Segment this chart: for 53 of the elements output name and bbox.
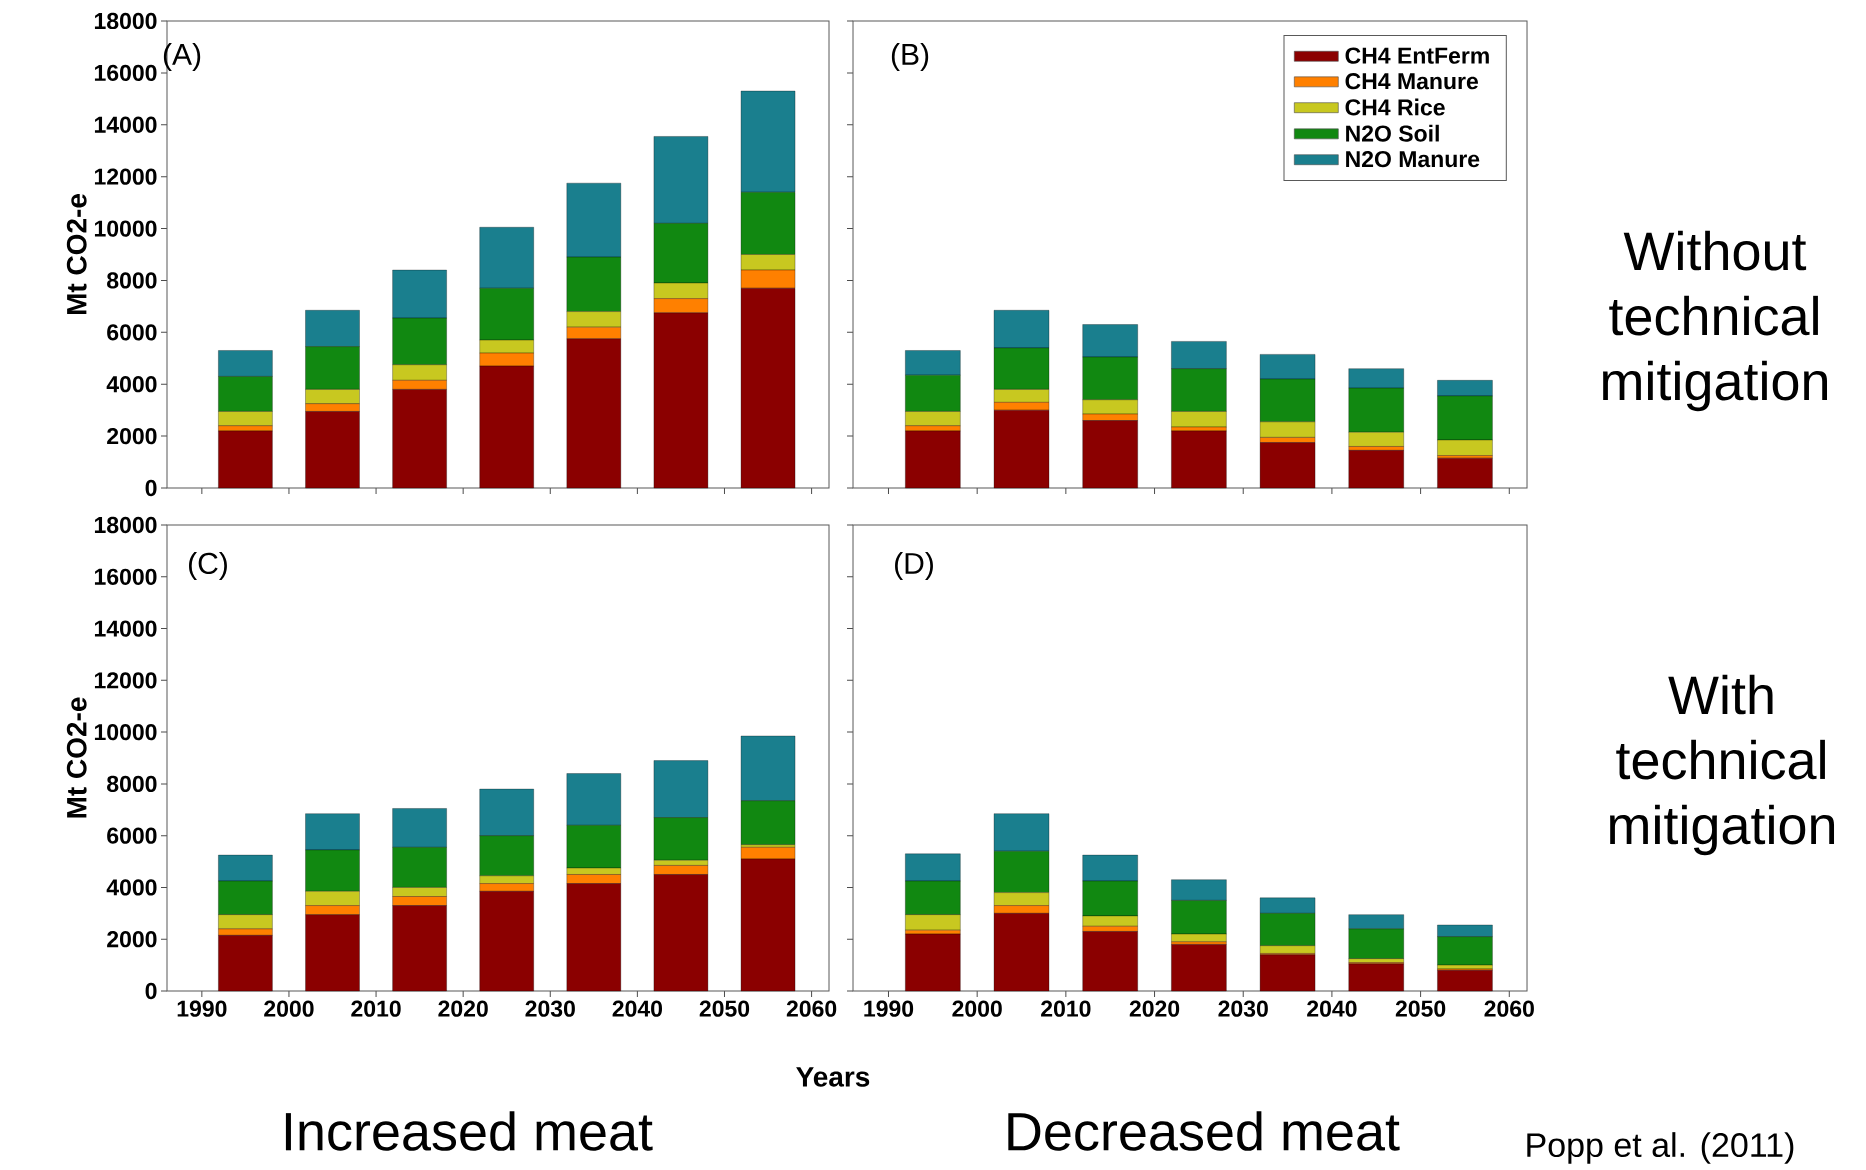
legend-label: CH4 Manure xyxy=(1345,73,1478,90)
y-tick-label: 6000 xyxy=(107,324,157,341)
x-tick-label: 2050 xyxy=(699,1000,750,1017)
x-tick-label: 2020 xyxy=(1129,1000,1180,1017)
y-tick-label: 4000 xyxy=(106,376,157,393)
y-tick-label: 0 xyxy=(145,479,157,497)
y-tick-label: 18000 xyxy=(94,516,157,534)
x-tick-label: 2010 xyxy=(351,1000,401,1017)
y-tick-label: 8000 xyxy=(107,272,157,289)
x-tick-label: 1990 xyxy=(177,1000,227,1017)
annotation: (D) xyxy=(895,552,933,580)
annotation: (C) xyxy=(189,552,227,580)
x-tick-label: 1990 xyxy=(864,1000,914,1017)
y-tick-label: 10000 xyxy=(94,723,157,741)
text: Popp et al. (2011) xyxy=(1527,1132,1794,1164)
x-tick-label: 2040 xyxy=(1307,1000,1357,1017)
x-tick-label: 2000 xyxy=(264,1000,314,1017)
x-tick-label: 2030 xyxy=(1218,1000,1268,1017)
legend-label: N2O Soil xyxy=(1346,124,1439,142)
y-tick-label: 12000 xyxy=(94,672,157,689)
x-tick-label: 2020 xyxy=(438,1000,488,1017)
y-tick-label: 12000 xyxy=(94,168,157,185)
y-tick-label: 18000 xyxy=(94,12,157,30)
legend-label: CH4 Rice xyxy=(1345,98,1445,116)
text: Decreased meat xyxy=(1008,1111,1400,1151)
y-axis-title: Mt CO2-e xyxy=(66,194,87,315)
x-axis-title: Years xyxy=(796,1067,870,1087)
x-tick-label: 2050 xyxy=(1395,1000,1446,1017)
legend-label: N2O Manure xyxy=(1346,150,1480,168)
text: Increased meat xyxy=(285,1111,653,1151)
y-axis-title: Mt CO2-e xyxy=(66,697,87,818)
y-tick-label: 2000 xyxy=(107,931,157,948)
y-tick-label: 14000 xyxy=(94,116,157,133)
x-tick-label: 2000 xyxy=(952,1000,1002,1017)
annotation: (B) xyxy=(891,43,929,71)
legend-label: CH4 EntFerm xyxy=(1345,47,1489,64)
y-tick-label: 8000 xyxy=(107,775,157,793)
y-tick-label: 2000 xyxy=(107,427,157,445)
y-tick-label: 16000 xyxy=(94,64,157,82)
x-tick-label: 2060 xyxy=(786,1000,837,1017)
y-tick-label: 0 xyxy=(145,982,157,1000)
x-tick-label: 2030 xyxy=(525,1000,575,1017)
text: With technical mitigation xyxy=(1610,674,1835,856)
annotation: (A) xyxy=(163,43,201,71)
y-tick-label: 10000 xyxy=(94,220,157,237)
y-tick-label: 16000 xyxy=(94,568,157,585)
y-tick-label: 14000 xyxy=(94,620,157,637)
x-tick-label: 2060 xyxy=(1484,1000,1534,1017)
y-tick-label: 4000 xyxy=(106,879,157,896)
text: Without technical mitigation xyxy=(1603,230,1827,412)
x-tick-label: 2010 xyxy=(1041,1000,1091,1017)
y-tick-label: 6000 xyxy=(107,827,157,844)
x-tick-label: 2040 xyxy=(612,1000,663,1017)
